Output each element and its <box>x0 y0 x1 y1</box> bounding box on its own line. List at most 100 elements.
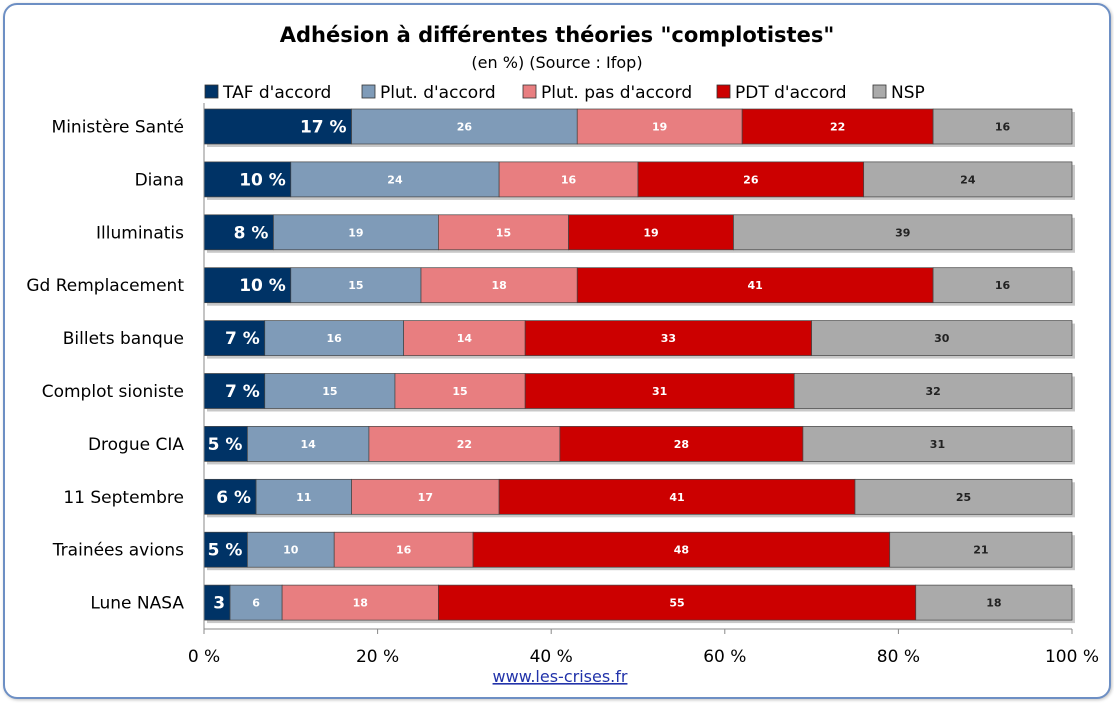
bar-segment <box>264 320 404 356</box>
data-label: 6 % <box>216 488 251 508</box>
bar-segment <box>932 267 1073 304</box>
bar-segment <box>576 267 934 304</box>
legend-label-3: PDT d'accord <box>735 83 847 103</box>
bar-segment <box>203 478 257 515</box>
legend-swatch-4 <box>872 84 887 99</box>
data-label: 6 <box>252 597 260 610</box>
data-label: 26 <box>743 173 759 186</box>
bar-segment <box>290 161 500 198</box>
legend-label-0: TAF d'accord <box>222 83 331 103</box>
data-label: 15 <box>322 385 337 398</box>
data-label: 16 <box>995 121 1011 134</box>
data-label: 18 <box>986 597 1001 610</box>
data-label: 15 <box>348 279 363 292</box>
data-label: 16 <box>396 544 412 557</box>
category-label: Ministère Santé <box>52 118 184 138</box>
data-label: 22 <box>830 121 845 134</box>
bar-segment <box>290 267 422 304</box>
bar-segment <box>863 161 1073 198</box>
bar-segment <box>889 531 1073 568</box>
legend-label-1: Plut. d'accord <box>380 83 496 103</box>
bar-segment <box>854 478 1073 515</box>
bar-segment <box>255 478 352 515</box>
data-label: 24 <box>387 173 403 186</box>
bar-segment <box>368 426 561 462</box>
data-label: 41 <box>669 491 684 504</box>
bar-segment <box>733 214 1073 251</box>
data-label: 19 <box>643 226 658 239</box>
data-label: 19 <box>652 121 667 134</box>
x-tick-label: 20 % <box>356 647 399 667</box>
data-label: 25 <box>956 491 971 504</box>
data-label: 3 <box>213 594 225 614</box>
bar-segment <box>203 267 292 304</box>
data-label: 22 <box>457 438 472 451</box>
bar-segment <box>351 478 500 515</box>
data-label: 11 <box>296 491 311 504</box>
bar-segment <box>793 373 1073 409</box>
x-tick-label: 0 % <box>188 647 220 667</box>
data-label: 31 <box>652 385 667 398</box>
bar-segment <box>915 584 1073 621</box>
legend-label-2: Plut. pas d'accord <box>541 83 692 103</box>
legend-swatch-3 <box>716 84 731 99</box>
bar-segment <box>576 108 743 145</box>
category-label: Drogue CIA <box>88 435 184 455</box>
legend-swatch-2 <box>522 84 537 99</box>
category-label: Illuminatis <box>96 223 184 243</box>
bar-segment <box>498 478 856 515</box>
data-label: 30 <box>934 332 950 345</box>
bar-segment <box>273 214 439 251</box>
category-label: Gd Remplacement <box>26 276 184 296</box>
bar-segment <box>498 161 639 198</box>
data-label: 48 <box>674 544 689 557</box>
bar-segment <box>229 584 283 621</box>
legend-label-4: NSP <box>891 83 925 103</box>
category-label: Trainées avions <box>52 541 184 561</box>
bar-segment <box>281 584 439 621</box>
bar-segment <box>394 373 526 409</box>
chart-subtitle: (en %) (Source : Ifop) <box>471 53 642 72</box>
bar-segment <box>932 108 1073 145</box>
bar-segment <box>247 531 335 568</box>
data-label: 16 <box>327 332 343 345</box>
data-label: 7 % <box>225 382 260 402</box>
bar-segment <box>802 426 1073 462</box>
category-label: Billets banque <box>63 329 184 349</box>
category-label: Lune NASA <box>90 594 184 614</box>
data-label: 24 <box>960 173 976 186</box>
bar-segment <box>403 320 526 356</box>
data-label: 28 <box>674 438 689 451</box>
x-tick-label: 40 % <box>530 647 573 667</box>
bar-segment <box>203 531 248 568</box>
bar-segment <box>203 108 352 145</box>
footer-link[interactable]: www.les-crises.fr <box>493 667 628 686</box>
x-tick-label: 60 % <box>703 647 746 667</box>
data-label: 26 <box>457 121 473 134</box>
legend-swatch-0 <box>204 84 219 99</box>
data-label: 17 % <box>300 118 347 138</box>
bar-segment <box>568 214 734 251</box>
data-label: 17 <box>418 491 433 504</box>
bar-segment <box>524 320 812 356</box>
data-label: 33 <box>661 332 676 345</box>
data-label: 55 <box>669 597 684 610</box>
bar-segment <box>472 531 891 568</box>
data-label: 10 <box>283 544 299 557</box>
data-label: 16 <box>995 279 1011 292</box>
data-label: 10 % <box>239 170 286 190</box>
bar-segment <box>203 161 292 198</box>
chart-title: Adhésion à différentes théories "complot… <box>280 23 835 47</box>
category-label: 11 Septembre <box>63 488 184 508</box>
data-label: 18 <box>491 279 506 292</box>
bar-segment <box>811 320 1073 356</box>
data-label: 7 % <box>225 329 260 349</box>
data-label: 41 <box>748 279 763 292</box>
data-label: 21 <box>973 544 988 557</box>
data-label: 14 <box>301 438 317 451</box>
data-label: 5 % <box>208 541 243 561</box>
data-label: 15 <box>496 226 511 239</box>
data-label: 18 <box>353 597 368 610</box>
data-label: 16 <box>561 173 577 186</box>
